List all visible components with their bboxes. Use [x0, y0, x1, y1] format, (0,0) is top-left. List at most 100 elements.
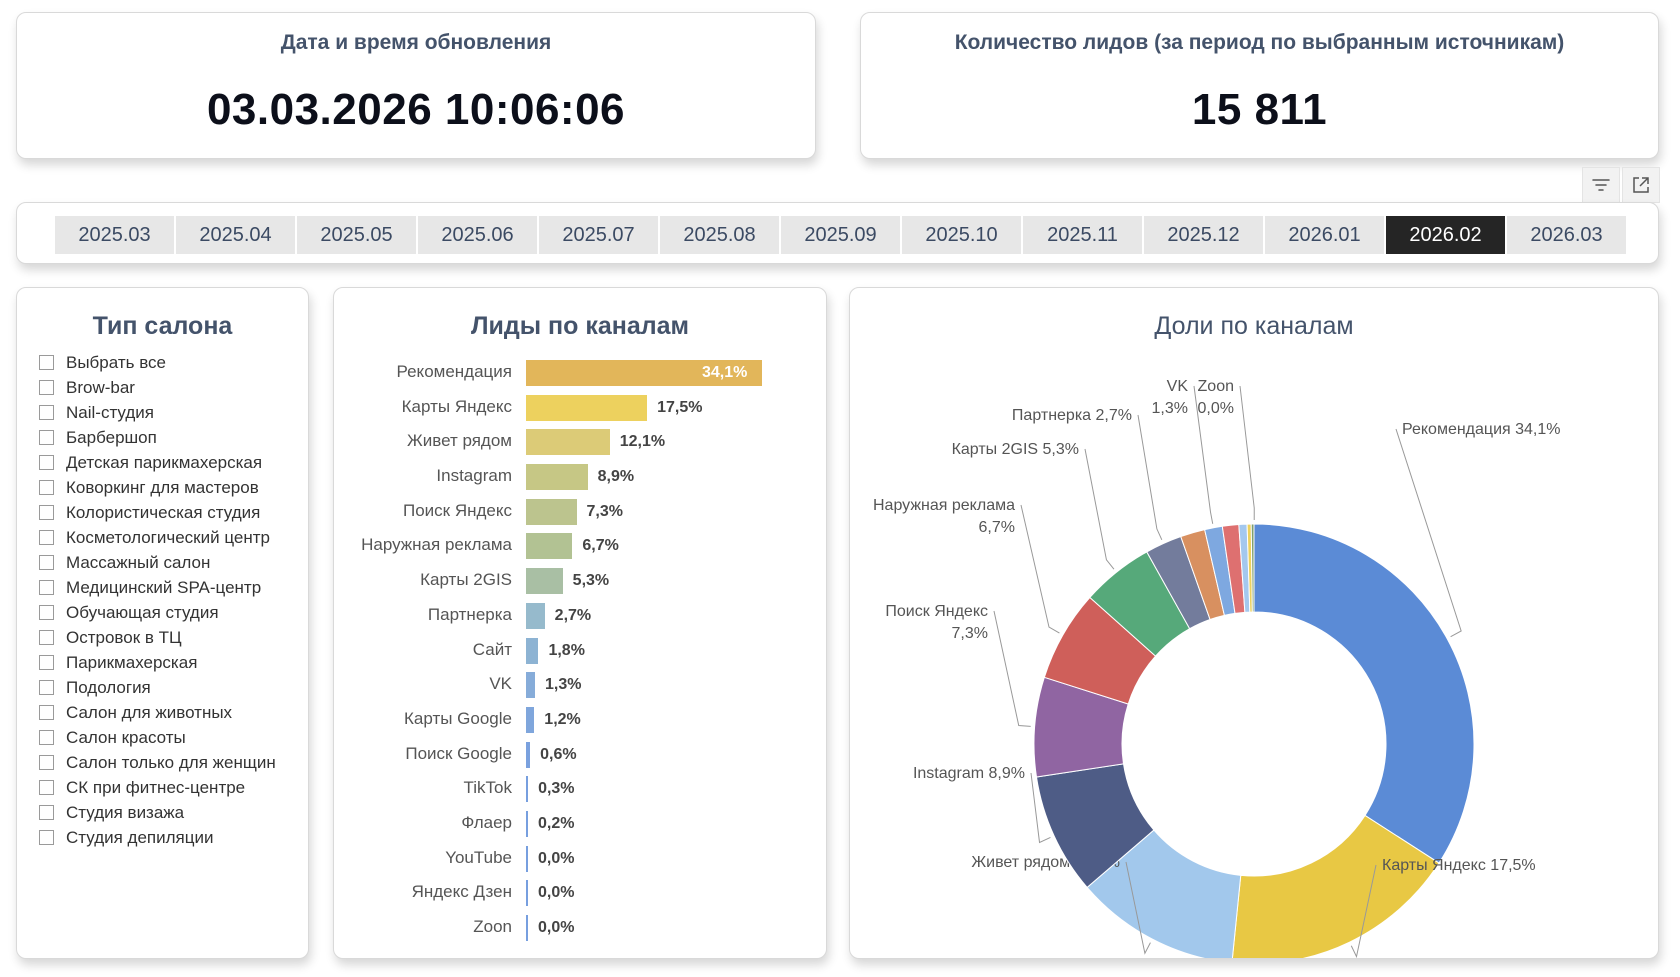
- checkbox[interactable]: [39, 655, 54, 670]
- bar[interactable]: [526, 394, 648, 421]
- month-button[interactable]: 2026.01: [1265, 216, 1384, 254]
- checkbox[interactable]: [39, 755, 54, 770]
- slicer-item-label: Массажный салон: [66, 552, 211, 572]
- slicer-item[interactable]: Косметологический центр: [39, 525, 276, 550]
- bar-value-label: 8,9%: [597, 468, 635, 486]
- bar[interactable]: [526, 533, 573, 560]
- checkbox[interactable]: [39, 530, 54, 545]
- bar[interactable]: [526, 845, 528, 872]
- checkbox[interactable]: [39, 505, 54, 520]
- leader-line: [993, 610, 1031, 727]
- bar-value-label: 0,0%: [538, 919, 575, 936]
- bar[interactable]: [526, 360, 762, 386]
- slicer-item[interactable]: СК при фитнес-центре: [39, 775, 276, 800]
- slicer-item[interactable]: Коворкинг для мастеров: [39, 475, 276, 500]
- bar-category-label: Instagram: [436, 466, 512, 486]
- slicer-item[interactable]: Медицинский SPA-центр: [39, 575, 276, 600]
- month-button[interactable]: 2025.04: [176, 216, 295, 254]
- month-button[interactable]: 2025.06: [418, 216, 537, 254]
- kpi-update-card: Дата и время обновления 03.03.2026 10:06…: [16, 12, 816, 159]
- bar-row: Zoon 0,0%: [334, 909, 824, 944]
- slicer-item[interactable]: Студия депиляции: [39, 825, 276, 850]
- bar[interactable]: [526, 915, 528, 941]
- slicer-item[interactable]: Салон для животных: [39, 700, 276, 725]
- bar[interactable]: [526, 741, 531, 768]
- bar-row: Живет рядом 12,1%: [334, 423, 824, 458]
- slicer-item[interactable]: Nail-студия: [39, 400, 276, 425]
- checkbox[interactable]: [39, 830, 54, 845]
- donut-slice[interactable]: [1250, 523, 1255, 613]
- checkbox[interactable]: [39, 430, 54, 445]
- slicer-item[interactable]: Колористическая студия: [39, 500, 276, 525]
- donut-slice[interactable]: [1253, 523, 1475, 864]
- checkbox[interactable]: [39, 455, 54, 470]
- month-button[interactable]: 2026.02: [1386, 216, 1505, 254]
- checkbox[interactable]: [39, 730, 54, 745]
- bar[interactable]: [526, 429, 610, 456]
- checkbox[interactable]: [39, 680, 54, 695]
- month-button[interactable]: 2025.03: [55, 216, 174, 254]
- salon-slicer-title: Тип салона: [92, 312, 233, 340]
- checkbox[interactable]: [39, 605, 54, 620]
- bar-category-label: Карты 2GIS: [420, 570, 512, 590]
- bar-value-label: 12,1%: [619, 433, 666, 451]
- slicer-item[interactable]: Обучающая студия: [39, 600, 276, 625]
- checkbox[interactable]: [39, 780, 54, 795]
- bar-value-label: 34,1%: [702, 364, 748, 381]
- slicer-item[interactable]: Brow-bar: [39, 375, 276, 400]
- bar-chart-title: Лиды по каналам: [470, 312, 690, 340]
- donut-slice-label: Рекомендация 34,1%: [1402, 421, 1561, 438]
- bar-row: VK 1,3%: [334, 666, 824, 701]
- bar[interactable]: [526, 880, 528, 907]
- checkbox[interactable]: [39, 555, 54, 570]
- month-button[interactable]: 2025.09: [781, 216, 900, 254]
- bar[interactable]: [526, 637, 539, 664]
- bar[interactable]: [526, 602, 545, 629]
- bar-category-label: TikTok: [463, 778, 513, 798]
- bar[interactable]: [526, 568, 563, 595]
- checkbox[interactable]: [39, 630, 54, 645]
- bar-row: Рекомендация 34,1%: [334, 354, 824, 389]
- bar-value-label: 5,3%: [572, 572, 610, 590]
- bar-row: Яндекс Дзен 0,0%: [334, 874, 824, 909]
- bar-value-label: 0,0%: [538, 884, 575, 902]
- checkbox[interactable]: [39, 405, 54, 420]
- slicer-item[interactable]: Барбершоп: [39, 425, 276, 450]
- checkbox[interactable]: [39, 355, 54, 370]
- checkbox[interactable]: [39, 580, 54, 595]
- checkbox[interactable]: [39, 805, 54, 820]
- bar[interactable]: [526, 464, 588, 491]
- month-button[interactable]: 2025.05: [297, 216, 416, 254]
- month-button[interactable]: 2025.12: [1144, 216, 1263, 254]
- bar-category-label: Флаер: [461, 812, 512, 832]
- bar-value-label: 2,7%: [554, 606, 592, 624]
- focus-mode-icon[interactable]: [1622, 167, 1660, 203]
- month-button[interactable]: 2025.07: [539, 216, 658, 254]
- slicer-item[interactable]: Выбрать все: [39, 350, 276, 375]
- bar[interactable]: [526, 706, 535, 733]
- month-button[interactable]: 2025.11: [1023, 216, 1142, 254]
- filter-icon[interactable]: [1582, 167, 1620, 203]
- month-button[interactable]: 2025.10: [902, 216, 1021, 254]
- slicer-item[interactable]: Массажный салон: [39, 550, 276, 575]
- slicer-item[interactable]: Салон красоты: [39, 725, 276, 750]
- checkbox[interactable]: [39, 705, 54, 720]
- slicer-item[interactable]: Парикмахерская: [39, 650, 276, 675]
- checkbox[interactable]: [39, 480, 54, 495]
- slicer-item[interactable]: Детская парикмахерская: [39, 450, 276, 475]
- month-button[interactable]: 2026.03: [1507, 216, 1626, 254]
- slicer-item[interactable]: Подология: [39, 675, 276, 700]
- bar[interactable]: [526, 498, 577, 525]
- slicer-item-label: Салон только для женщин: [66, 752, 276, 772]
- slicer-item[interactable]: Салон только для женщин: [39, 750, 276, 775]
- bar[interactable]: [526, 776, 529, 803]
- bar[interactable]: [526, 810, 528, 837]
- bar[interactable]: [526, 672, 535, 699]
- checkbox[interactable]: [39, 380, 54, 395]
- slicer-item[interactable]: Островок в ТЦ: [39, 625, 276, 650]
- slicer-item-label: Коворкинг для мастеров: [66, 477, 259, 497]
- donut-slice[interactable]: [1231, 814, 1440, 958]
- bar-row: YouTube 0,0%: [334, 840, 824, 875]
- slicer-item[interactable]: Студия визажа: [39, 800, 276, 825]
- month-button[interactable]: 2025.08: [660, 216, 779, 254]
